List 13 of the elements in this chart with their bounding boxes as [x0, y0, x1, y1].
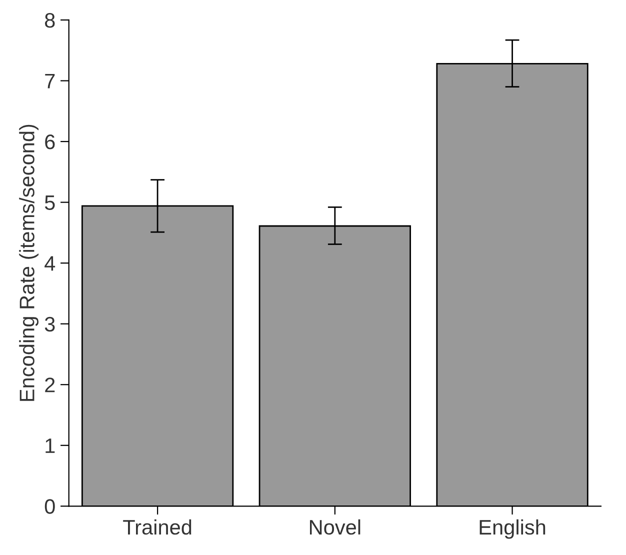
y-axis-title: Encoding Rate (items/second) — [19, 124, 39, 401]
y-tick-label: 3 — [44, 316, 55, 332]
y-tick-label: 6 — [45, 134, 55, 150]
y-tick-label: 0 — [44, 499, 55, 514]
y-tick-label: 8 — [44, 12, 55, 28]
y-tick-label: 1 — [46, 438, 55, 453]
y-tick-label: 2 — [45, 378, 55, 392]
x-tick-label: Trained — [123, 519, 192, 535]
x-tick-label: Novel — [310, 519, 360, 535]
y-tick-label: 4 — [44, 256, 56, 271]
x-tick-label: English — [480, 519, 546, 539]
y-tick-label: 7 — [45, 74, 55, 88]
y-tick-label: 5 — [44, 196, 55, 210]
